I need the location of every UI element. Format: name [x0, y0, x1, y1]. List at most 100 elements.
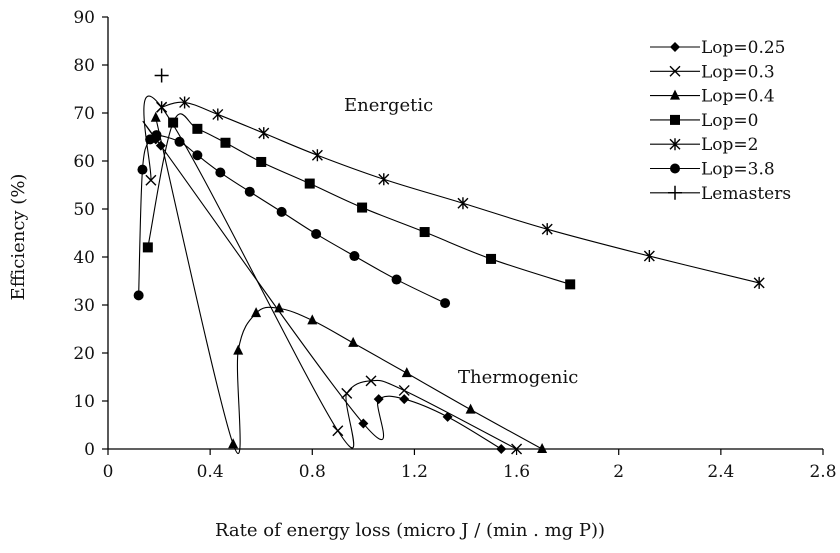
- legend: Lop=0.25 Lop=0.3 Lop=0.4 Lop=0 Lop=2 Lop=3.8 L…: [650, 38, 791, 204]
- series-line-lop-0: [147, 113, 571, 285]
- legend-label: Lop=2: [701, 135, 758, 155]
- data-point-lop-3-8: [192, 150, 203, 161]
- x-tick-label: 2.4: [707, 462, 734, 482]
- data-point-lop-0-3: [398, 384, 410, 396]
- data-point-lop-3-8: [174, 136, 185, 147]
- series-lop-3-8: [133, 130, 451, 309]
- data-point-lop-0: [192, 123, 203, 134]
- data-point-lop-0-25: [373, 394, 384, 405]
- legend-label: Lop=0.25: [701, 38, 786, 58]
- data-point-lop-0-3: [332, 425, 344, 437]
- data-point-lop-3-8: [244, 186, 255, 197]
- data-point-lop-0-4: [251, 307, 262, 318]
- y-tick-label: 80: [73, 56, 95, 76]
- data-point-lop-2: [258, 127, 270, 140]
- data-point-lop-0-4: [233, 344, 244, 355]
- series-lop-0-4: [150, 111, 548, 454]
- y-tick-label: 30: [73, 296, 95, 316]
- series-line-lop-0-4: [155, 117, 543, 454]
- legend-item-lop-0-3: Lop=0.3: [650, 62, 775, 82]
- data-point-lop-0: [419, 227, 430, 238]
- legend-item-lop-0-4: Lop=0.4: [650, 87, 775, 107]
- data-point-lop-3-8: [137, 164, 148, 175]
- data-point-lop-0: [220, 137, 231, 148]
- legend-marker-lemasters: [668, 185, 682, 200]
- series-lop-0-3: [143, 95, 523, 455]
- legend-label: Lop=0: [701, 111, 758, 131]
- series-lop-0-25: [142, 120, 507, 454]
- x-tick-label: 0.8: [299, 462, 326, 482]
- y-tick-label: 40: [73, 248, 95, 268]
- data-point-lop-0-25: [358, 418, 369, 429]
- legend-marker-lop-0-3: [669, 65, 681, 77]
- x-tick-label: 1.2: [401, 462, 428, 482]
- data-point-lop-2: [457, 197, 469, 210]
- data-point-lop-0: [486, 253, 497, 264]
- legend-label: Lemasters: [701, 184, 791, 204]
- data-point-lop-2: [212, 108, 224, 121]
- x-axis-label: Rate of energy loss (micro J / (min . mg…: [215, 520, 605, 541]
- data-point-lop-0-4: [228, 438, 239, 449]
- legend-item-lop-3-8: Lop=3.8: [650, 160, 775, 180]
- data-point-lop-3-8: [440, 298, 451, 309]
- legend-label: Lop=0.4: [701, 87, 775, 107]
- data-point-lop-0-25: [155, 140, 166, 151]
- y-tick-label: 70: [73, 104, 95, 124]
- legend-item-lop-0: Lop=0: [650, 111, 758, 131]
- data-point-lop-2: [378, 173, 390, 186]
- series-line-lop-0-3: [143, 95, 517, 450]
- data-point-lop-0-4: [307, 314, 318, 325]
- data-point-lop-0-4: [537, 443, 548, 453]
- data-point-lop-2: [156, 101, 168, 114]
- legend-marker-lop-0: [670, 114, 680, 125]
- x-tick-label: 2.8: [809, 462, 836, 482]
- data-point-lop-0: [565, 279, 576, 290]
- x-tick-label: 0.4: [197, 462, 224, 482]
- legend-marker-lop-0-4: [670, 89, 680, 100]
- series-lop-0: [142, 113, 576, 290]
- y-tick-label: 0: [84, 440, 95, 460]
- legend-label: Lop=0.3: [701, 62, 775, 82]
- data-point-lop-3-8: [215, 167, 226, 178]
- legend-label: Lop=3.8: [701, 160, 775, 180]
- y-axis-label: Efficiency (%): [8, 174, 29, 301]
- axes: 0 10 20 30 40 50 60 70 80 90 0 0.4 0.8 1.2 1.6 2 2.4 2.8: [73, 8, 836, 482]
- data-point-lemasters: [154, 68, 169, 83]
- data-point-lop-0-4: [401, 367, 412, 378]
- data-point-lop-0: [256, 156, 267, 167]
- data-point-lop-2: [753, 276, 765, 289]
- legend-marker-lop-3-8: [670, 163, 680, 174]
- data-point-lop-2: [311, 149, 323, 162]
- y-tick-label: 90: [73, 8, 95, 28]
- y-tick-label: 20: [73, 344, 95, 364]
- data-point-lop-0-4: [348, 336, 359, 347]
- data-point-lop-0-25: [496, 444, 507, 454]
- data-point-lop-3-8: [311, 228, 322, 239]
- data-point-lop-0-25: [399, 394, 410, 405]
- data-point-lop-3-8: [133, 290, 144, 301]
- data-point-lop-2: [643, 250, 655, 263]
- series-line-lop-0-25: [142, 120, 502, 450]
- data-point-lop-0-25: [442, 411, 453, 422]
- data-point-lop-0-3: [341, 387, 353, 399]
- legend-item-lop-0-25: Lop=0.25: [650, 38, 786, 58]
- x-tick-label: 0: [103, 462, 114, 482]
- data-point-lop-0: [304, 178, 315, 189]
- data-point-lop-0-3: [145, 174, 157, 186]
- legend-item-lop-2: Lop=2: [650, 135, 758, 155]
- annotation-energetic: Energetic: [344, 95, 433, 116]
- data-point-lop-0-3: [511, 443, 523, 455]
- legend-marker-lop-2: [669, 138, 681, 151]
- data-point-lop-0-4: [150, 111, 161, 122]
- series-lemasters: [154, 68, 169, 83]
- data-point-lop-3-8: [151, 130, 162, 141]
- data-point-lop-2: [541, 223, 553, 236]
- y-tick-label: 60: [73, 152, 95, 172]
- data-point-lop-3-8: [276, 206, 287, 217]
- x-tick-label: 1.6: [503, 462, 530, 482]
- series-layer: [133, 68, 765, 455]
- annotation-thermogenic: Thermogenic: [458, 367, 578, 388]
- legend-marker-lop-0-25: [670, 42, 680, 52]
